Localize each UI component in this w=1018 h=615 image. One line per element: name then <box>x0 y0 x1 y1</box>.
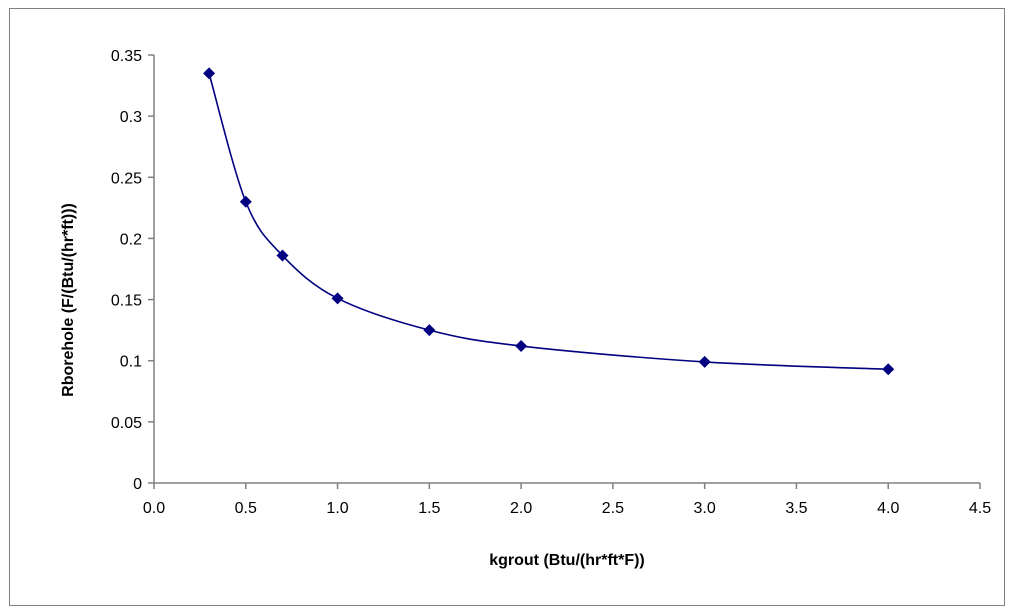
y-axis-title: Rborehole (F/(Btu/(hr*ft))) <box>60 203 77 397</box>
series-layer <box>203 67 895 376</box>
data-point <box>515 340 528 353</box>
x-tick-label: 3.5 <box>785 500 807 517</box>
x-tick-label: 2.5 <box>602 500 624 517</box>
x-tick-label: 4.0 <box>877 500 899 517</box>
x-tick-label: 1.5 <box>418 500 440 517</box>
data-point <box>331 292 344 305</box>
y-tick-label: 0.25 <box>111 170 142 187</box>
axes <box>153 55 980 484</box>
y-tick-label: 0 <box>133 476 142 493</box>
x-tick-label: 3.0 <box>694 500 716 517</box>
x-tick-label: 4.5 <box>969 500 991 517</box>
x-axis-title: kgrout (Btu/(hr*ft*F)) <box>489 552 645 569</box>
data-point <box>698 355 711 368</box>
data-point <box>423 324 436 337</box>
chart-frame <box>9 8 1005 606</box>
y-tick-label: 0.15 <box>111 293 142 310</box>
y-tick-label: 0.2 <box>120 231 142 248</box>
data-point <box>882 363 895 376</box>
data-point <box>239 195 252 208</box>
x-tick-label: 1.0 <box>326 500 348 517</box>
x-axis-ticks: 0.0 0.5 1.0 1.5 2.0 2.5 3.0 3.5 4.0 4.5 <box>143 483 991 517</box>
series-line <box>208 73 889 371</box>
y-tick-label: 0.3 <box>120 109 142 126</box>
y-tick-label: 0.35 <box>111 48 142 65</box>
y-axis-ticks: 0 0.05 0.1 0.15 0.2 0.25 0.3 0.35 <box>111 48 154 493</box>
x-tick-label: 2.0 <box>510 500 532 517</box>
data-point <box>203 67 216 80</box>
y-tick-label: 0.05 <box>111 415 142 432</box>
data-point <box>276 249 289 262</box>
y-tick-label: 0.1 <box>120 354 142 371</box>
x-tick-label: 0.5 <box>235 500 257 517</box>
x-tick-label: 0.0 <box>143 500 165 517</box>
